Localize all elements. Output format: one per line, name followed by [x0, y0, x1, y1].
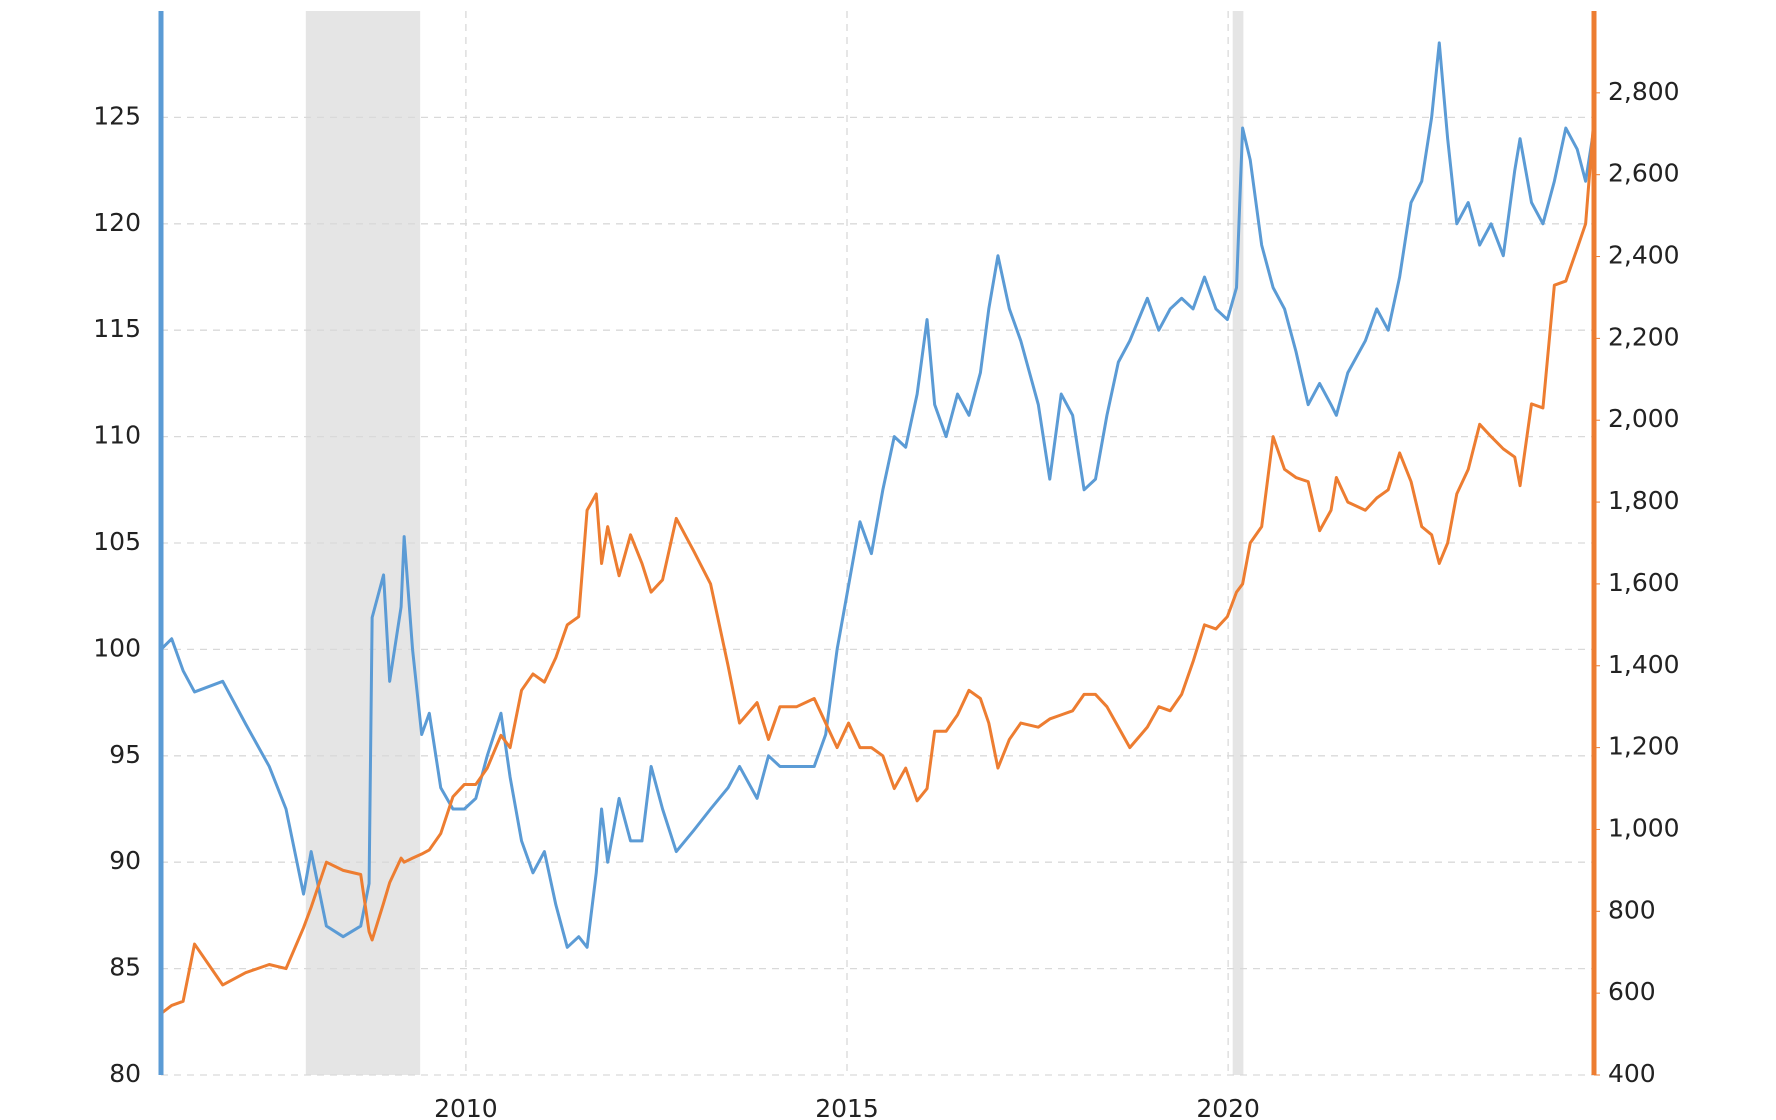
y2-tick-label: 400 — [1608, 1059, 1656, 1088]
y-tick-label: 100 — [93, 633, 141, 662]
y2-tick-label: 1,600 — [1608, 568, 1680, 597]
y-tick-label: 80 — [109, 1059, 141, 1088]
x-tick-label: 2010 — [434, 1094, 498, 1120]
y-tick-label: 85 — [109, 953, 141, 982]
y-tick-label: 105 — [93, 527, 141, 556]
y2-tick-label: 2,000 — [1608, 404, 1680, 433]
y2-tick-label: 2,800 — [1608, 77, 1680, 106]
y2-tick-label: 800 — [1608, 895, 1656, 924]
data-line — [159, 41, 1596, 949]
y2-tick-label: 600 — [1608, 977, 1656, 1006]
x-tick-label: 2020 — [1196, 1094, 1260, 1120]
x-tick-label: 2015 — [815, 1094, 879, 1120]
data-line — [160, 117, 1596, 1015]
y-tick-label: 95 — [109, 740, 141, 769]
y2-tick-label: 2,200 — [1608, 322, 1680, 351]
y-tick-label: 115 — [93, 314, 141, 343]
y-tick-label: 110 — [93, 421, 141, 450]
y-tick-label: 125 — [93, 101, 141, 130]
y-tick-label: 120 — [93, 208, 141, 237]
y2-tick-label: 2,600 — [1608, 159, 1680, 188]
y2-tick-label: 1,800 — [1608, 486, 1680, 515]
y-tick-label: 90 — [109, 846, 141, 875]
y2-tick-label: 2,400 — [1608, 241, 1680, 270]
shaded-band — [1232, 11, 1244, 1075]
y2-tick-label: 1,400 — [1608, 650, 1680, 679]
y2-tick-label: 1,000 — [1608, 813, 1680, 842]
y2-tick-label: 1,200 — [1608, 732, 1680, 761]
